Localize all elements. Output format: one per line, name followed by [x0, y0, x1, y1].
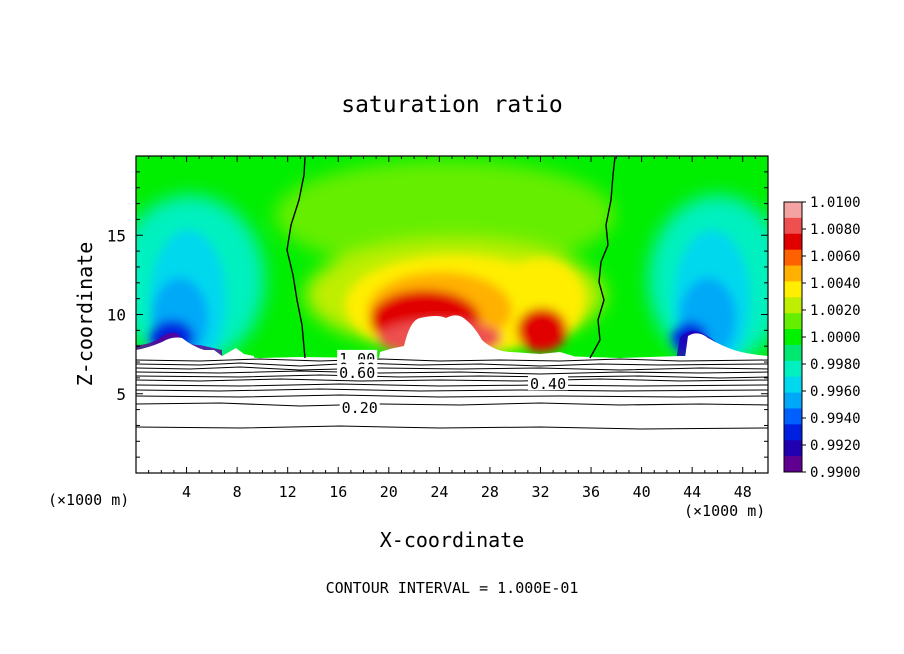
x-tick-label: 16: [329, 483, 347, 501]
contour-line-0.30: [136, 394, 768, 398]
x-axis: 4 8 12 16 20 24 28 32 36 40 44 48: [148, 156, 756, 501]
colorbar-level-label: 0.9940: [810, 411, 861, 427]
colorbar-swatch: [784, 202, 802, 219]
contour-label-background: [337, 364, 378, 380]
contour-label-background: [528, 375, 569, 391]
colorbar-swatch: [784, 424, 802, 441]
contour-labels: 1.000.800.600.400.20: [337, 349, 569, 417]
x-tick-label: 20: [380, 483, 398, 501]
x-tick-label: 40: [633, 483, 651, 501]
y-axis-label: Z-coordinate: [73, 242, 97, 387]
contour-interval-footer: CONTOUR INTERVAL = 1.000E-01: [326, 579, 579, 597]
colorbar-swatch: [784, 392, 802, 409]
colorbar-swatch: [784, 265, 802, 282]
colorbar: 1.0100 1.0080 1.0060 1.0040 1.0020 1.0000 0.99…: [783, 195, 861, 481]
colorbar-swatch: [784, 233, 802, 251]
colorbar-swatch: [784, 313, 802, 330]
contour-line-0.60: [136, 378, 768, 382]
x-tick-label: 36: [582, 483, 600, 501]
colorbar-swatch: [784, 376, 802, 394]
x-tick-label: 8: [233, 483, 242, 501]
contour-line-0.95: [136, 362, 768, 367]
colorbar-level-label: 1.0040: [810, 276, 861, 292]
contour-lines: [136, 358, 768, 430]
colorbar-swatch: [784, 249, 802, 267]
y-tick-label: 10: [107, 306, 126, 325]
upper-yellowgreen-region: [275, 160, 615, 270]
colorbar-level-label: 1.0060: [810, 249, 861, 265]
saturation-boundary-right: [589, 156, 616, 359]
x-unit-label-right: (×1000 m): [684, 502, 765, 520]
colorbar-level-label: 0.9900: [810, 465, 861, 481]
x-tick-label: 48: [734, 483, 752, 501]
contour-label: 0.20: [342, 399, 378, 417]
colorbar-swatch: [784, 440, 802, 457]
colorbar-level-label: 1.0100: [810, 195, 861, 211]
colorbar-swatch: [784, 344, 802, 362]
contour-line-0.10: [136, 425, 768, 430]
colorbar-level-label: 0.9920: [810, 438, 861, 454]
x-axis-label: X-coordinate: [380, 528, 525, 552]
x-tick-label: 24: [430, 483, 448, 501]
chart-title: saturation ratio: [341, 92, 563, 118]
contour-label: 0.40: [530, 375, 566, 393]
x-tick-label: 32: [531, 483, 549, 501]
colorbar-level-label: 0.9960: [810, 384, 861, 400]
contour-line-1.00: [136, 358, 768, 362]
y-axis: 5 10 15: [107, 171, 768, 458]
contour-line-0.90: [136, 366, 768, 371]
contour-line-0.50: [136, 383, 768, 387]
colorbar-level-label: 1.0080: [810, 222, 861, 238]
saturation-boundary-left: [286, 156, 306, 359]
heatmap-field: [136, 156, 768, 473]
lower-white-region: [136, 356, 768, 473]
contour-label: 0.60: [339, 364, 375, 382]
colorbar-swatch: [784, 360, 802, 378]
y-tick-label: 15: [107, 226, 126, 245]
colorbar-swatch: [784, 217, 802, 235]
colorbar-swatch: [784, 329, 802, 346]
contour-line-0.70: [136, 374, 768, 379]
x-tick-label: 4: [182, 483, 191, 501]
x-tick-label: 44: [683, 483, 701, 501]
contour-line-0.20: [136, 402, 768, 407]
x-tick-label: 28: [481, 483, 499, 501]
contour-label-background: [339, 399, 380, 415]
colorbar-swatch: [784, 297, 802, 314]
colorbar-level-label: 1.0020: [810, 303, 861, 319]
colorbar-swatch: [784, 281, 802, 298]
colorbar-swatch: [784, 408, 802, 425]
colorbar-level-label: 0.9980: [810, 357, 861, 373]
y-tick-label: 5: [116, 385, 126, 404]
white-bump-center: [378, 315, 590, 365]
colorbar-swatch: [784, 456, 802, 473]
contour-line-0.80: [136, 370, 768, 375]
colorbar-level-label: 1.0000: [810, 330, 861, 346]
x-tick-label: 12: [279, 483, 297, 501]
x-unit-label-left: (×1000 m): [48, 491, 129, 509]
contour-line-0.40: [136, 388, 768, 392]
right-red-lobe: [517, 308, 567, 352]
